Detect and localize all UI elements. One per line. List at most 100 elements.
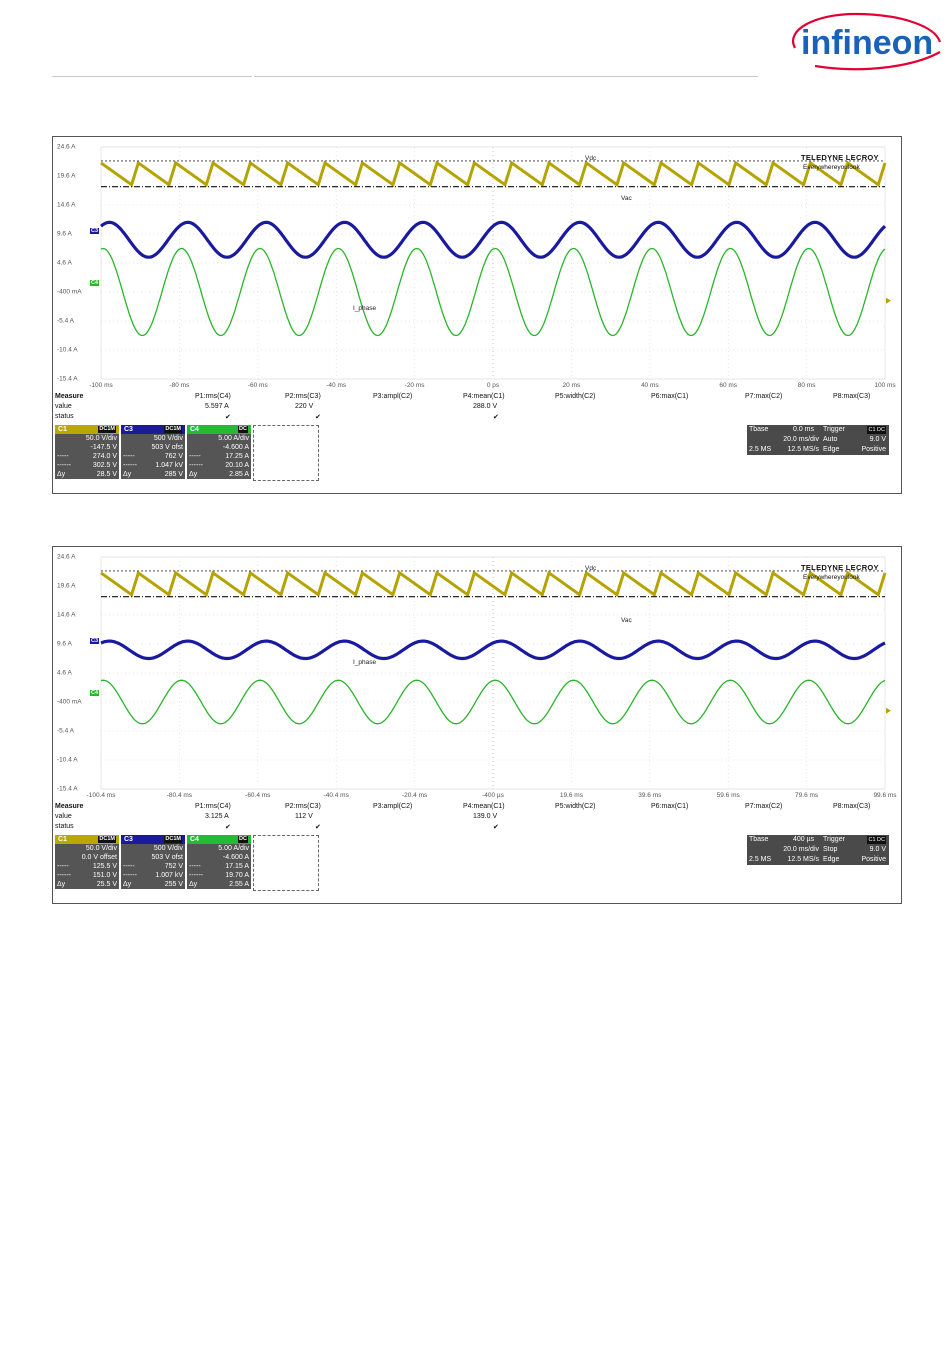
x-axis-tick-label: -40 ms <box>326 382 347 389</box>
measure-param-name: P4:mean(C1) <box>463 803 505 810</box>
channel-box-line: ----- 17.25 A <box>187 452 251 461</box>
waveform-plot <box>99 146 891 380</box>
coupling-badge: DC1M <box>98 836 116 843</box>
timebase-row: 2.5 MS 12.5 MS/s Edge Positive <box>747 445 889 455</box>
measure-value: 139.0 V <box>473 813 498 820</box>
vac-label: Vac <box>621 617 632 624</box>
channel-box-line: Δy 2.55 A <box>187 880 251 889</box>
timebase-cell: 12.5 MS/s <box>787 856 819 863</box>
timebase-cell: Stop <box>823 846 838 853</box>
channel-name: C3 <box>124 836 133 843</box>
x-axis-tick-label: 19.6 ms <box>559 792 583 799</box>
x-axis-tick-label: 99.6 ms <box>873 792 897 799</box>
x-axis-tick-label: 60 ms <box>719 382 738 389</box>
x-axis-tick-label: 59.6 ms <box>716 792 740 799</box>
measure-status-check: ✔ <box>225 414 231 421</box>
timebase-cell: Edge <box>823 446 840 453</box>
vac-label: Vac <box>621 195 632 202</box>
channel-line-label: ----- <box>123 863 135 870</box>
channel-line-value: -4.600 A <box>222 444 249 451</box>
channel-line-value: 500 V/div <box>153 435 183 442</box>
y-axis-tick-label: -5.4 A <box>57 727 74 735</box>
channel-name: C4 <box>190 426 199 433</box>
measure-header-row: Measure P1:rms(C4) P2:rms(C3) P3:ampl(C2) P4… <box>53 803 901 813</box>
y-axis-tick-label: 19.6 A <box>57 582 76 590</box>
channel-line-value: 1.047 kV <box>155 462 183 469</box>
measure-param-name: P4:mean(C1) <box>463 393 505 400</box>
measure-param-name: P7:max(C2) <box>745 803 783 810</box>
y-axis-tick-label: 19.6 A <box>57 172 76 180</box>
measure-title: Measure <box>55 393 84 400</box>
channel-box-line: Δy 2.85 A <box>187 470 251 479</box>
channel-box-line: -4.600 A <box>187 853 251 862</box>
vac-trace <box>100 639 886 661</box>
y-axis-tick-label: -15.4 A <box>57 375 78 383</box>
channel-box-header: C1 DC1M <box>55 425 119 434</box>
timebase-trigger-panel: Tbase 0.0 ms Trigger C1 DC 20.0 ms/div Auto 9.… <box>747 425 889 455</box>
trigger-level-marker <box>886 707 891 714</box>
timebase-cell: 9.0 V <box>869 436 886 443</box>
measure-param-name: P3:ampl(C2) <box>373 393 413 400</box>
oscilloscope-screenshot-2: 24.6 A 19.6 A 14.6 A 9.6 A 4.6 A -400 mA -5.4 … <box>52 546 902 904</box>
y-axis-tick-label: 9.6 A <box>57 230 72 238</box>
channel-line-value: 285 V <box>164 471 183 478</box>
measure-param-name: P7:max(C2) <box>745 393 783 400</box>
measure-param-name: P6:max(C1) <box>651 803 689 810</box>
vac-trace <box>99 220 887 259</box>
timebase-cell: 20.0 ms/div <box>783 846 819 853</box>
channel-line-value: 28.5 V <box>96 471 117 478</box>
y-axis-tick-label: 4.6 A <box>57 669 72 677</box>
x-axis-tick-label: -60.4 ms <box>245 792 271 799</box>
channel-line-value: 5.00 A/div <box>218 435 249 442</box>
vdc-label: Vdc <box>585 155 597 162</box>
y-axis-tick-label: 24.6 A <box>57 553 76 561</box>
measure-status-row: status ✔ ✔ ✔ <box>53 413 901 423</box>
measure-title: Measure <box>55 803 84 810</box>
channel-line-label: ----- <box>189 453 201 460</box>
channel-name: C1 <box>58 426 67 433</box>
channel-marker-c4: C4 <box>90 280 100 287</box>
measure-value: 288.0 V <box>473 403 498 410</box>
channel-line-label: Δy <box>57 881 66 888</box>
channel-line-value: 274.0 V <box>92 453 117 460</box>
waveform-plot <box>100 556 891 790</box>
channel-box-header: C3 DC1M <box>121 425 185 434</box>
vdc-trace <box>100 160 887 188</box>
timebase-cell: Positive <box>861 446 886 453</box>
channel-box-line: ----- 274.0 V <box>55 452 119 461</box>
measure-status-check: ✔ <box>493 414 499 421</box>
channel-line-value: 50.0 V/div <box>85 435 117 442</box>
channel-line-value: 1.007 kV <box>155 872 183 879</box>
measure-value-label: value <box>55 813 72 820</box>
channel-line-label: Δy <box>123 471 132 478</box>
tbase-label: Tbase <box>749 426 769 433</box>
teledyne-lecroy-brand: TELEDYNE LECROY <box>801 153 879 162</box>
measure-value: 112 V <box>295 813 313 820</box>
brand-tagline: Everywhereyoulook <box>803 164 860 171</box>
measure-param-name: P2:rms(C3) <box>285 803 321 810</box>
timebase-row: 20.0 ms/div Stop 9.0 V <box>747 845 889 855</box>
channel-line-label: ------ <box>57 462 71 469</box>
measure-table: Measure P1:rms(C4) P2:rms(C3) P3:ampl(C2) P4… <box>53 803 901 833</box>
trigger-label: Trigger <box>823 426 845 433</box>
channel-box-line: ------ 1.047 kV <box>121 461 185 470</box>
timebase-cell: 12.5 MS/s <box>787 446 819 453</box>
channel-line-value: 500 V/div <box>153 845 183 852</box>
channel-line-value: -4.600 A <box>222 854 249 861</box>
infineon-logo: infineon <box>775 8 945 74</box>
timebase-cell: 2.5 MS <box>749 856 772 863</box>
timebase-cell: Auto <box>823 436 838 443</box>
channel-line-value: 503 V ofst <box>151 854 183 861</box>
x-axis-tick-label: 0 ps <box>486 382 500 389</box>
measure-param-name: P8:max(C3) <box>833 393 871 400</box>
channel-box-header: C3 DC1M <box>121 835 185 844</box>
tbase-label: Tbase <box>749 836 769 843</box>
channel-box-line: -4.600 A <box>187 443 251 452</box>
channel-line-label: ----- <box>57 453 69 460</box>
channel-line-value: 2.55 A <box>229 881 249 888</box>
channel-line-label: ------ <box>189 462 203 469</box>
channel-line-value: 17.15 A <box>225 863 249 870</box>
channel-line-value: 0.0 V offset <box>81 854 117 861</box>
measure-param-name: P2:rms(C3) <box>285 393 321 400</box>
tbase-value: 400 µs <box>793 836 815 843</box>
